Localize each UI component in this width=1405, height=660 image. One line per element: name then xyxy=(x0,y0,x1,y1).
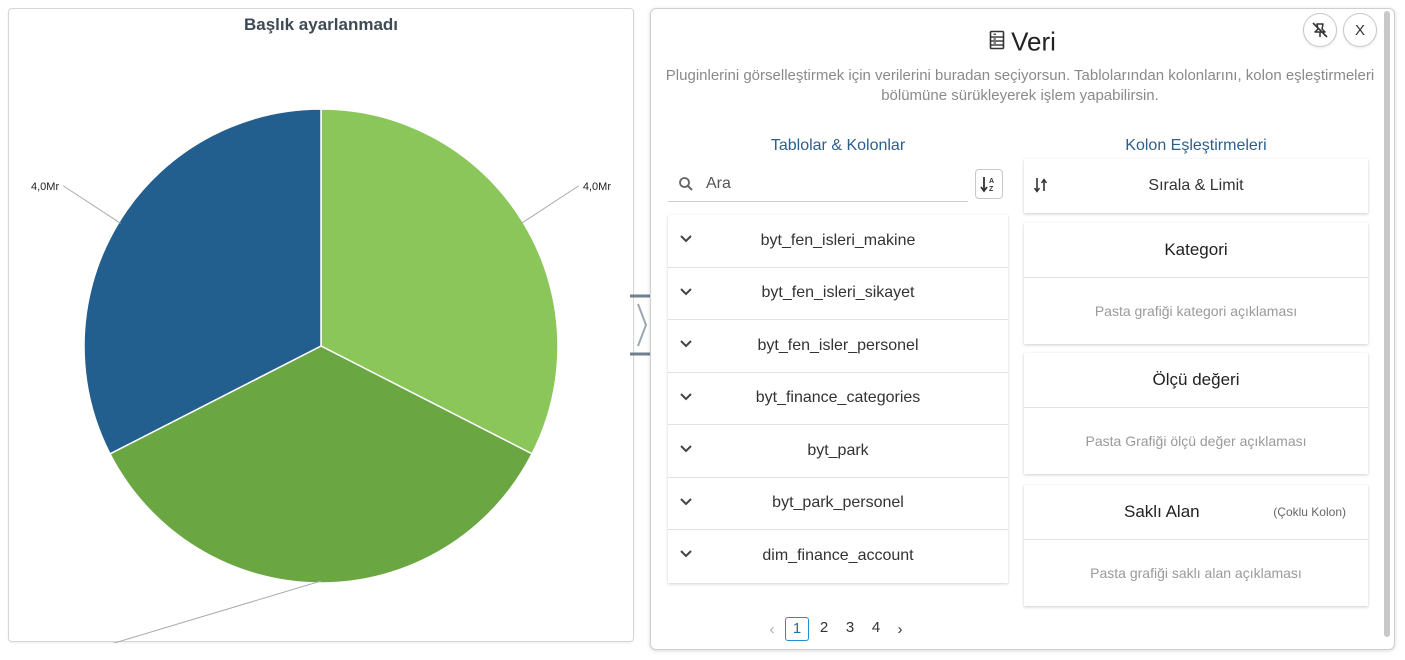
page-number[interactable]: 1 xyxy=(785,617,809,641)
sort-alpha-button[interactable]: A Z xyxy=(975,169,1003,199)
sort-alpha-icon: A Z xyxy=(980,177,994,193)
table-item[interactable]: dim_finance_account xyxy=(668,530,1008,583)
tables-header: Tablolar & Kolonlar xyxy=(770,137,906,154)
panel-title: Veri xyxy=(651,25,1394,58)
collapse-handle-icon[interactable] xyxy=(628,294,654,356)
chart-title: Başlık ayarlanmadı xyxy=(243,15,399,34)
sort-icon xyxy=(1034,178,1048,193)
close-button[interactable]: X xyxy=(1343,13,1377,47)
panel-description: Pluginlerini görselleştirmek için verile… xyxy=(665,67,1375,104)
table-item-label: byt_park xyxy=(807,441,869,459)
unpin-button[interactable] xyxy=(1303,13,1337,47)
label-leader-line xyxy=(521,185,580,224)
page-next-icon[interactable]: › xyxy=(897,620,903,638)
svg-text:A: A xyxy=(989,178,994,185)
page-prev-icon[interactable]: ‹ xyxy=(769,620,775,638)
table-item-label: byt_fen_isleri_sikayet xyxy=(761,284,915,302)
category-title: Kategori xyxy=(1024,223,1368,278)
table-item-label: byt_fen_isleri_makine xyxy=(760,231,916,249)
database-icon xyxy=(989,30,1005,50)
search-input[interactable] xyxy=(706,172,956,196)
pie-data-label: 4,0Mr xyxy=(31,181,59,193)
table-item-label: byt_finance_categories xyxy=(755,389,921,407)
category-description: Pasta grafiği kategori açıklaması xyxy=(1094,303,1298,319)
table-list: byt_fen_isleri_makine byt_fen_isleri_sika… xyxy=(668,215,1008,583)
chevron-down-icon[interactable] xyxy=(678,232,694,246)
hidden-field-title: Saklı Alan xyxy=(1124,502,1200,521)
page-number[interactable]: 4 xyxy=(871,619,881,636)
measure-title: Ölçü değeri xyxy=(1024,353,1368,408)
sort-limit-label: Sırala & Limit xyxy=(1148,177,1244,194)
table-item[interactable]: byt_park xyxy=(668,425,1008,478)
chevron-down-icon[interactable] xyxy=(678,495,694,509)
chevron-down-icon[interactable] xyxy=(678,442,694,456)
measure-description: Pasta Grafiği ölçü değer açıklaması xyxy=(1085,433,1307,449)
search-icon xyxy=(679,177,693,191)
page-number[interactable]: 2 xyxy=(819,619,829,636)
mappings-header: Kolon Eşleştirmeleri xyxy=(1125,137,1267,154)
chevron-down-icon[interactable] xyxy=(678,390,694,404)
unpin-icon xyxy=(1312,22,1328,38)
label-leader-line xyxy=(112,580,322,643)
multi-column-badge: (Çoklu Kolon) xyxy=(1273,505,1346,519)
label-leader-line xyxy=(62,185,121,224)
panel-title-text: Veri xyxy=(1011,26,1056,57)
table-item-label: dim_finance_account xyxy=(762,547,914,565)
table-item[interactable]: byt_finance_categories xyxy=(668,373,1008,425)
table-item[interactable]: byt_fen_isleri_sikayet xyxy=(668,268,1008,320)
sort-limit-button[interactable]: Sırala & Limit xyxy=(1024,159,1368,213)
pie-slice[interactable] xyxy=(108,345,534,584)
category-dropzone[interactable]: Kategori Pasta grafiği kategori açıklama… xyxy=(1024,223,1368,344)
hidden-field-dropzone[interactable]: Saklı Alan (Çoklu Kolon) Pasta grafiği s… xyxy=(1024,485,1368,606)
search-box xyxy=(668,166,968,202)
svg-text:Z: Z xyxy=(989,186,994,193)
data-panel: Veri Pluginlerini görselleştirmek için v… xyxy=(650,8,1395,650)
scrollbar[interactable] xyxy=(1384,11,1390,637)
hidden-field-description: Pasta grafiği saklı alan açıklaması xyxy=(1090,565,1302,581)
hidden-field-header: Saklı Alan (Çoklu Kolon) xyxy=(1024,485,1368,540)
page-number[interactable]: 3 xyxy=(845,619,855,636)
table-item-label: byt_park_personel xyxy=(772,494,904,512)
measure-dropzone[interactable]: Ölçü değeri Pasta Grafiği ölçü değer açı… xyxy=(1024,353,1368,474)
table-item-label: byt_fen_isler_personel xyxy=(757,336,919,354)
chevron-down-icon[interactable] xyxy=(678,337,694,351)
pie-data-label: 4,0Mr xyxy=(583,181,611,193)
chevron-down-icon[interactable] xyxy=(678,285,694,299)
table-item[interactable]: byt_park_personel xyxy=(668,478,1008,530)
chevron-down-icon[interactable] xyxy=(678,547,694,561)
table-item[interactable]: byt_fen_isler_personel xyxy=(668,320,1008,373)
table-item[interactable]: byt_fen_isleri_makine xyxy=(668,215,1008,268)
